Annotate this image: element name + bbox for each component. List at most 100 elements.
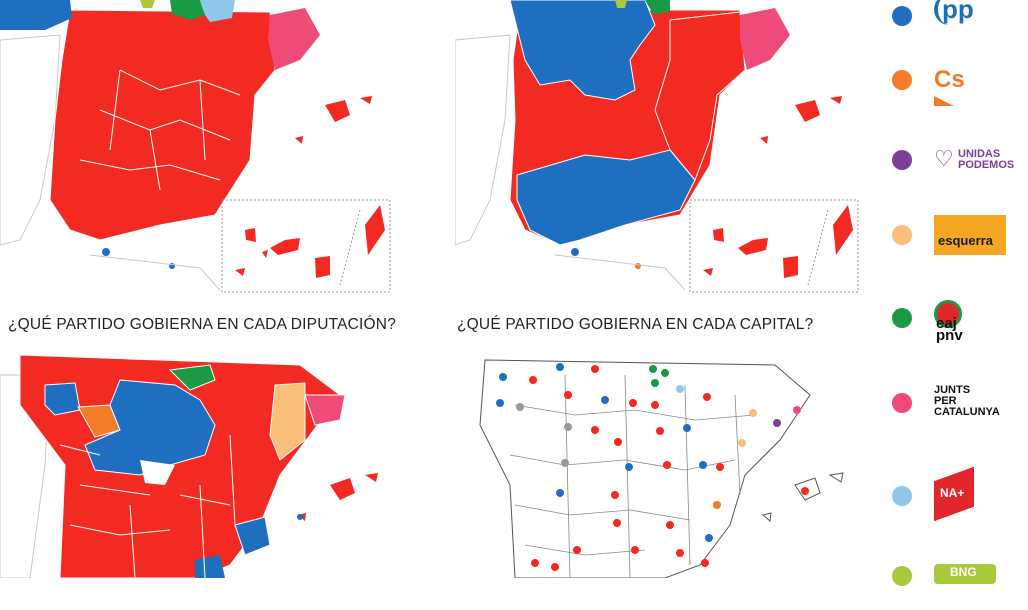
pp-logo: pp (934, 0, 974, 25)
ibiza-dot (297, 514, 303, 520)
province-junts (304, 394, 346, 426)
podemos-color-dot (892, 150, 912, 170)
canary-inset (221, 199, 391, 293)
africa-coast (554, 254, 686, 291)
junts-color-dot (892, 393, 912, 413)
capital-dot (649, 365, 657, 373)
na-logo: NA+ (940, 486, 965, 500)
legend-row-pp: pp (890, 0, 1028, 44)
inset-divider (339, 209, 361, 286)
erc-color-dot (892, 225, 912, 245)
pnv-color-dot (892, 308, 912, 328)
legend-row-bng: BNG (890, 560, 1028, 610)
party-legend: pp Cs ♡ UNIDAS PODEMOS esquerra eaj pnv … (890, 0, 1028, 586)
caption-diputaciones: ¿QUÉ PARTIDO GOBIERNA EN CADA DIPUTACIÓN… (8, 316, 397, 333)
map-municipal (455, 0, 859, 293)
pnv-logo-mark (934, 300, 962, 328)
africa-coast (89, 254, 221, 291)
capital-dot (573, 546, 581, 554)
region-pnv (170, 0, 205, 20)
capital-dot (561, 459, 569, 467)
capital-dot (773, 419, 781, 427)
caption-capitales: ¿QUÉ PARTIDO GOBIERNA EN CADA CAPITAL? (457, 316, 814, 333)
capital-dot (703, 393, 711, 401)
canary-islands (235, 205, 385, 278)
capital-dot (661, 369, 669, 377)
capital-dot (496, 399, 504, 407)
capital-dot (631, 546, 639, 554)
cs-logo: Cs (934, 66, 965, 93)
na-color-dot (892, 486, 912, 506)
legend-row-na: NA+ (890, 466, 1028, 528)
province-erc (269, 382, 306, 461)
balearic-islands (295, 96, 372, 144)
capital-dot (611, 491, 619, 499)
balearic-islands (298, 473, 378, 521)
portugal-shape (0, 34, 61, 246)
capital-dot (531, 559, 539, 567)
capital-dot (705, 534, 713, 542)
capital-dot (663, 461, 671, 469)
capital-dot (738, 439, 746, 447)
province-borders (59, 434, 236, 578)
legend-row-pnv: eaj pnv (890, 300, 1028, 350)
capital-dot (701, 559, 709, 567)
map-comunidades (0, 0, 391, 293)
capital-dot (656, 427, 664, 435)
inset-divider (807, 209, 829, 286)
canary-islands (703, 205, 853, 278)
bng-logo: BNG (950, 565, 977, 579)
region-psoe-mainland (49, 9, 276, 241)
balearic-islands (761, 472, 844, 522)
capital-dot (529, 376, 537, 384)
map-diputaciones (0, 354, 378, 578)
capital-dot (651, 401, 659, 409)
capital-dot (801, 487, 809, 495)
heart-icon: ♡ (934, 146, 954, 171)
erc-logo-box (934, 215, 1006, 255)
capital-dot (591, 365, 599, 373)
legend-row-podemos: ♡ UNIDAS PODEMOS (890, 142, 1028, 192)
junts-logo: JUNTS PER CATALUNYA (934, 384, 1000, 418)
capital-dot (716, 463, 724, 471)
capital-dot (556, 489, 564, 497)
capital-dot (651, 379, 659, 387)
melilla-dot (635, 263, 641, 269)
capital-dot (749, 409, 757, 417)
region-bng-small (615, 0, 627, 8)
capital-dot (613, 519, 621, 527)
capital-dot (591, 426, 599, 434)
province-pp-galicia (44, 382, 81, 416)
capital-dot (713, 501, 721, 509)
capital-dot (666, 521, 674, 529)
region-borders (79, 69, 241, 191)
province-pp-valencia (234, 516, 271, 556)
capital-dot (699, 461, 707, 469)
region-na (200, 0, 235, 22)
legend-row-erc: esquerra (890, 215, 1028, 265)
cs-color-dot (892, 70, 912, 90)
province-borders (509, 374, 756, 578)
pp-color-dot (892, 6, 912, 26)
balearic-islands (760, 96, 842, 144)
region-pp-south (516, 149, 696, 246)
capital-dot (683, 424, 691, 432)
region-pp-northwest (0, 0, 72, 30)
podemos-logo: UNIDAS PODEMOS (958, 148, 1015, 171)
capital-dot (601, 396, 609, 404)
capital-dot (676, 385, 684, 393)
ceuta-dot (102, 248, 110, 256)
legend-row-cs: Cs (890, 60, 1028, 110)
capital-dot (625, 463, 633, 471)
province-blank (140, 460, 175, 485)
province-pp-south (195, 555, 225, 578)
capital-dot (564, 391, 572, 399)
portugal-shape (455, 34, 511, 246)
canary-inset (689, 199, 859, 293)
capital-dot (499, 373, 507, 381)
region-junts (268, 8, 320, 70)
capital-dots (496, 363, 809, 571)
capital-dot (516, 403, 524, 411)
province-pnv (168, 364, 216, 391)
legend-row-junts: JUNTS PER CATALUNYA (890, 385, 1028, 435)
